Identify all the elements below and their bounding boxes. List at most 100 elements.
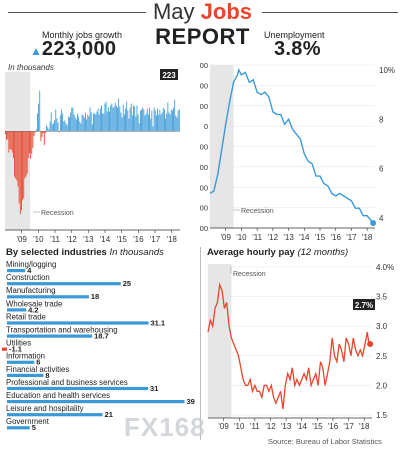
jobs-bar [9, 131, 11, 150]
industry-bar [7, 334, 93, 338]
title-rule-right [262, 12, 398, 13]
jobs-bar [17, 131, 19, 187]
jobs-bar [171, 110, 173, 132]
jobs-bar [105, 101, 107, 132]
jobs-bar [43, 131, 45, 146]
x-tick-label: '18 [359, 422, 370, 430]
right-tick-label: 10% [379, 66, 395, 75]
industry-label: Professional and business services [6, 378, 128, 387]
left-tick-label: 400 [200, 81, 208, 90]
industry-label: Information [6, 352, 45, 361]
right-tick-label: 3.5 [376, 293, 388, 302]
jobs-bar [103, 113, 105, 132]
jobs-bar [149, 107, 150, 132]
jobs-bar [118, 98, 120, 132]
x-tick-label: '14 [299, 233, 310, 242]
jobs-bar [66, 125, 68, 132]
jobs-bar [7, 131, 9, 140]
jobs-bar [89, 107, 91, 132]
x-tick-label: '14 [296, 422, 307, 430]
title-rule-left [8, 12, 146, 13]
jobs-subtitle: In thousands [8, 63, 54, 72]
jobs-bar [170, 109, 172, 132]
jobs-bar [101, 105, 102, 132]
jobs-bar [135, 116, 137, 132]
jobs-bar [169, 114, 171, 132]
jobs-bar [166, 113, 168, 132]
industry-value: 6 [36, 358, 40, 367]
jobs-bar [95, 114, 97, 132]
jobs-bar [30, 131, 32, 159]
x-tick-label: '11 [50, 235, 60, 244]
jobs-bar [32, 131, 34, 149]
jobs-bar [77, 113, 78, 132]
right-tick-label: 4.0% [376, 263, 394, 272]
industry-value: -1.1 [9, 345, 22, 354]
jobs-bar [90, 112, 92, 132]
jobs-bar [51, 124, 53, 132]
last-value-tag-bg [353, 299, 375, 310]
jobs-bar [163, 109, 165, 132]
right-tick-label: 3.0 [376, 322, 388, 331]
unemployment-value: 3.8% [274, 38, 321, 60]
jobs-bar [53, 123, 54, 132]
recession-label: Recession [233, 271, 266, 278]
jobs-bar [141, 109, 142, 132]
jobs-bar [152, 126, 154, 132]
jobs-bar [6, 131, 8, 141]
jobs-bar [64, 120, 66, 132]
jobs-bar [45, 131, 46, 134]
industry-bar [7, 386, 149, 391]
left-tick-label: -1,000 [200, 224, 208, 233]
x-tick-label: '10 [234, 422, 245, 430]
industries-heading: By selected industries In thousands [6, 247, 164, 258]
jobs-bar [42, 131, 44, 134]
jobs-growth-chart: In thousands '09 '10 '11 '12 '13 '14 '15 '16 '17… [5, 63, 180, 244]
x-tick-label: '09 [220, 233, 231, 242]
x-tick-label: '12 [265, 422, 276, 430]
industry-bar [7, 282, 121, 286]
jobs-bar [73, 114, 75, 132]
right-tick-label: 2.5 [376, 352, 388, 361]
jobs-bar [119, 106, 121, 132]
x-tick-label: '15 [315, 233, 326, 242]
jobs-bar [138, 123, 140, 132]
jobs-bar [47, 127, 49, 132]
jobs-bar [150, 118, 152, 132]
jobs-bar [58, 131, 60, 133]
x-tick-label: '18 [362, 233, 373, 242]
jobs-bar [96, 111, 98, 132]
jobs-bar [109, 111, 110, 132]
hourly-pay-chart: Recession 4.0% 3.5 3.0 2.5 2.0 1.5 2.7% '09 '1… [207, 263, 394, 430]
jobs-bar [158, 114, 160, 132]
jobs-bar [167, 102, 169, 132]
jobs-bar [121, 117, 123, 132]
x-tick-label: '18 [166, 235, 177, 244]
jobs-bar [159, 109, 161, 132]
last-value-tag: 2.7% [355, 301, 373, 310]
jobs-bar [62, 113, 64, 132]
jobs-bar [142, 107, 144, 132]
industries-title: By selected industries [6, 247, 107, 258]
title-part-1: May [152, 0, 195, 24]
jobs-bar [91, 124, 93, 132]
left-tick-label: -600 [200, 183, 208, 192]
jobs-bar [71, 107, 73, 132]
jobs-bar [85, 112, 86, 132]
jobs-bar [39, 90, 41, 132]
jobs-bar [15, 131, 17, 179]
jobs-bar [41, 131, 43, 138]
industry-label: Construction [6, 273, 50, 282]
jobs-bar [93, 113, 94, 132]
jobs-bar [123, 114, 125, 132]
jobs-bar [120, 112, 122, 132]
page-title: May Jobs [0, 0, 405, 24]
unemployment-chart: 6004002000-200-400-600-800-1,000 10%864 … [200, 61, 395, 242]
jobs-bar [99, 108, 101, 132]
jobs-bar [22, 131, 24, 201]
x-tick-label: '17 [346, 233, 357, 242]
hourly-pay-subtitle: (12 months) [297, 247, 349, 258]
jobs-bar [16, 131, 18, 181]
recession-shade [208, 264, 232, 418]
